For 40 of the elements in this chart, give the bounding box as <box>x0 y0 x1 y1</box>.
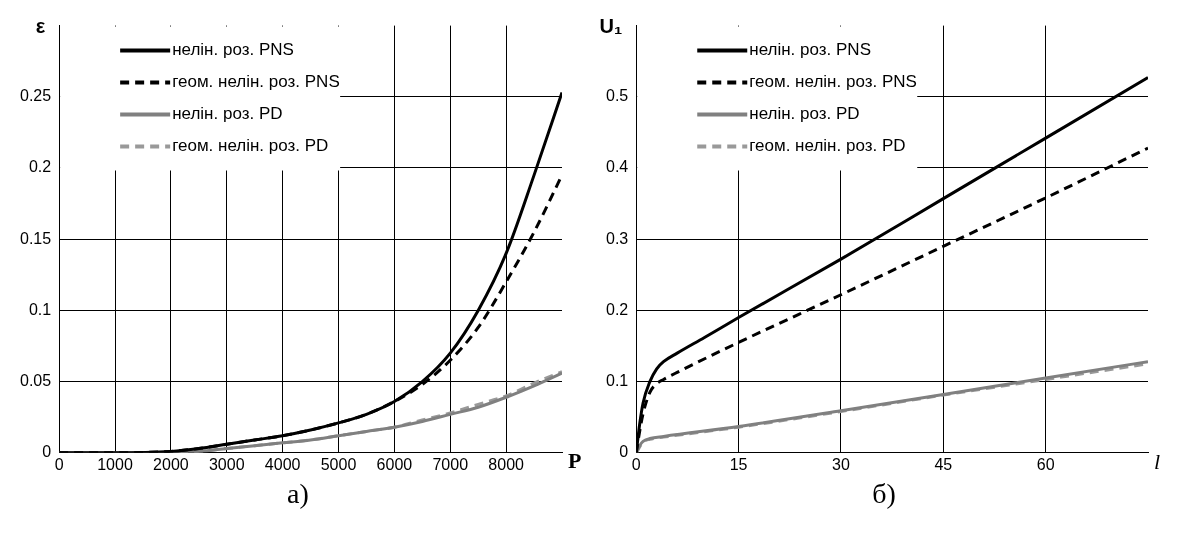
y-tick-label: 0 <box>619 443 629 461</box>
legend-label: геом. нелін. роз. PNS <box>749 72 917 92</box>
y-tick-label: 0.3 <box>605 229 629 247</box>
y-tick-label: 0.1 <box>605 372 629 390</box>
y-tick-label: 0.1 <box>28 300 52 318</box>
x-tick-label: 4000 <box>264 455 301 473</box>
x-tick-label: 15 <box>729 455 748 473</box>
x-tick-label: 8000 <box>488 455 525 473</box>
y-tick-label: 0.15 <box>20 229 52 247</box>
y-axis-title: ε <box>35 15 46 38</box>
x-tick-label: 0 <box>631 455 641 473</box>
y-tick-label: 0.25 <box>20 87 52 105</box>
x-tick-label: 3000 <box>208 455 245 473</box>
y-tick-label: 0.05 <box>20 372 52 390</box>
x-tick-label: 6000 <box>376 455 413 473</box>
x-axis-title: P <box>568 448 582 474</box>
legend-label: геом. нелін. роз. PD <box>172 136 329 156</box>
y-tick-label: 0.2 <box>28 158 52 176</box>
legend-label: нелін. роз. PNS <box>172 40 294 60</box>
text: а) <box>287 478 309 510</box>
y-tick-label: 0 <box>42 443 52 461</box>
x-tick-label: 5000 <box>320 455 357 473</box>
y-tick-label: 0.5 <box>605 87 629 105</box>
legend-label: геом. нелін. роз. PNS <box>172 72 340 92</box>
x-tick-label: 1000 <box>97 455 133 473</box>
legend-label: нелін. роз. PNS <box>749 40 871 60</box>
y-tick-label: 0.2 <box>605 300 629 318</box>
legend-label: нелін. роз. PD <box>172 104 283 124</box>
text: б) <box>872 478 896 510</box>
y-axis-title: U₁ <box>599 15 623 38</box>
y-tick-label: 0.4 <box>605 158 629 176</box>
x-tick-label: 2000 <box>153 455 189 473</box>
x-tick-label: 7000 <box>432 455 469 473</box>
x-tick-label: 45 <box>934 455 953 473</box>
x-axis-title: l <box>1154 448 1161 474</box>
legend-label: нелін. роз. PD <box>749 104 860 124</box>
x-tick-label: 60 <box>1036 455 1055 473</box>
x-tick-label: 30 <box>832 455 850 473</box>
x-tick-label: 0 <box>54 455 64 473</box>
legend-label: геом. нелін. роз. PD <box>749 136 906 156</box>
